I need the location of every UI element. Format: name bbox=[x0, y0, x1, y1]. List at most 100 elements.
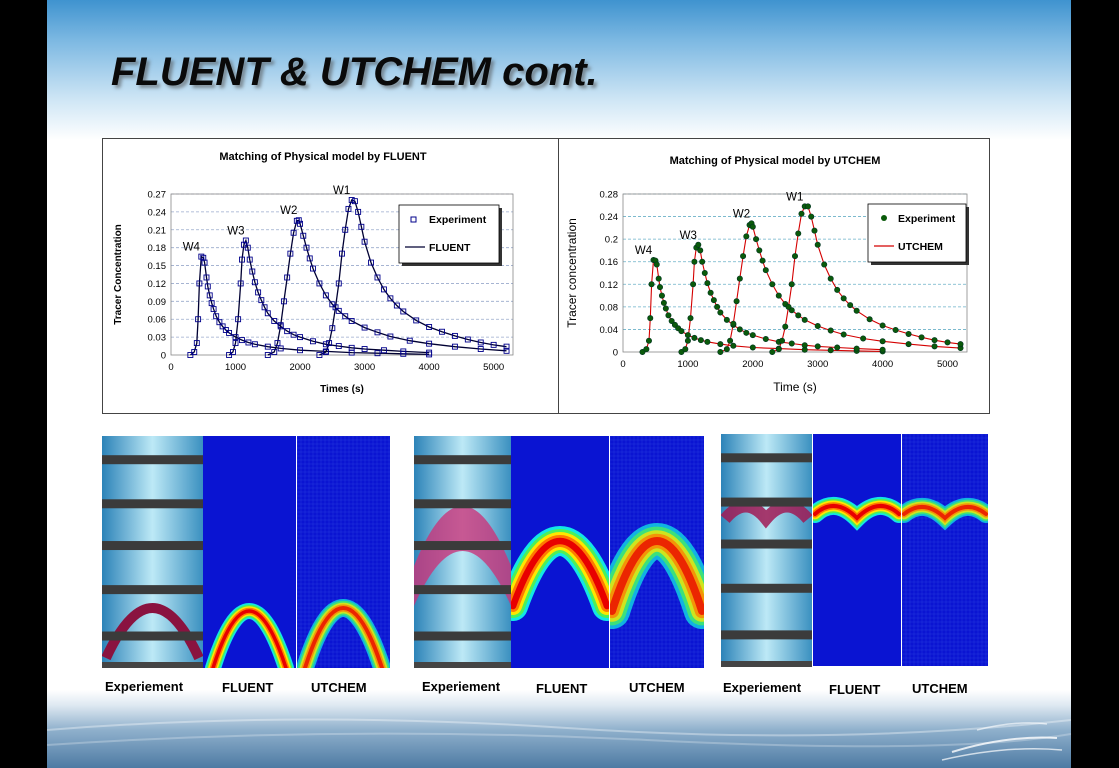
caption-utchem: UTCHEM bbox=[311, 680, 367, 695]
data-point bbox=[792, 253, 799, 260]
data-point bbox=[348, 344, 355, 351]
comparison-panel-2: Experiement FLUENT UTCHEM bbox=[414, 436, 704, 696]
frame-bar bbox=[102, 541, 203, 551]
data-point bbox=[310, 265, 316, 272]
data-point bbox=[762, 336, 769, 343]
x-axis-label: Times (s) bbox=[320, 384, 364, 395]
caption-utchem: UTCHEM bbox=[912, 681, 968, 696]
data-point bbox=[271, 349, 278, 355]
data-point bbox=[206, 292, 213, 299]
data-point bbox=[697, 337, 704, 344]
legend-experiment-label: Experiment bbox=[898, 213, 956, 225]
frame-bar bbox=[721, 539, 812, 549]
frame-bar bbox=[102, 662, 203, 668]
data-point bbox=[287, 250, 294, 257]
legend-model-label: FLUENT bbox=[429, 242, 471, 254]
y-tick-label: 0 bbox=[613, 348, 618, 359]
data-point bbox=[957, 341, 964, 348]
domain-background bbox=[813, 434, 901, 666]
x-axis-label: Time (s) bbox=[773, 380, 817, 394]
data-point bbox=[464, 336, 471, 343]
data-point bbox=[222, 327, 229, 333]
concentration-band bbox=[211, 609, 288, 668]
data-point bbox=[503, 347, 510, 354]
comparison-panel-1: Experiement FLUENT UTCHEM bbox=[102, 436, 392, 696]
data-point bbox=[749, 332, 756, 339]
data-point bbox=[684, 337, 691, 344]
data-point bbox=[380, 286, 387, 293]
data-point bbox=[834, 286, 841, 293]
data-point bbox=[355, 208, 362, 215]
data-point bbox=[198, 253, 205, 260]
caption-experiment: Experiement bbox=[422, 679, 501, 694]
data-point bbox=[300, 232, 307, 239]
frame-bar bbox=[414, 541, 511, 551]
data-point bbox=[727, 337, 734, 344]
data-point bbox=[678, 328, 685, 335]
data-point bbox=[662, 305, 669, 312]
data-point bbox=[931, 337, 938, 344]
data-point bbox=[374, 350, 381, 357]
concentration-band bbox=[610, 537, 704, 615]
legend-experiment-marker bbox=[881, 215, 887, 221]
utchem-chart-svg: Matching of Physical model by UTCHEM 0 0.0… bbox=[565, 155, 969, 394]
data-point bbox=[400, 308, 407, 315]
data-point bbox=[798, 210, 805, 217]
data-point bbox=[426, 324, 433, 330]
concentration-band bbox=[511, 537, 609, 610]
data-point bbox=[290, 331, 297, 338]
peak-label: W2 bbox=[280, 205, 297, 217]
data-point bbox=[271, 318, 278, 324]
data-point bbox=[840, 295, 847, 302]
data-point bbox=[814, 343, 821, 350]
data-point bbox=[239, 256, 245, 263]
data-point bbox=[814, 241, 821, 248]
x-tick-label: 3000 bbox=[354, 362, 375, 373]
y-tick-label: 0.21 bbox=[148, 225, 167, 236]
series-line-W2 bbox=[267, 219, 507, 356]
data-point bbox=[730, 342, 737, 349]
data-point bbox=[730, 320, 737, 327]
data-point bbox=[684, 332, 691, 339]
y-axis-label: Tracer concentration bbox=[565, 218, 579, 328]
plot-area bbox=[622, 193, 968, 353]
data-point bbox=[717, 341, 724, 348]
x-tick-label: 3000 bbox=[807, 359, 828, 370]
fluent-simulation-image bbox=[203, 436, 296, 668]
data-point bbox=[290, 229, 297, 236]
data-point bbox=[717, 309, 724, 316]
data-point bbox=[295, 217, 302, 224]
data-point bbox=[208, 300, 215, 307]
data-point bbox=[665, 312, 672, 319]
data-point bbox=[451, 332, 458, 339]
fluent-chart: Matching of Physical model by FLUENT 0 0.0… bbox=[102, 138, 560, 414]
caption-fluent: FLUENT bbox=[536, 681, 588, 696]
data-point bbox=[216, 319, 223, 326]
data-point bbox=[297, 220, 304, 227]
data-point bbox=[326, 340, 333, 347]
peak-label: W4 bbox=[635, 245, 653, 257]
data-point bbox=[219, 323, 226, 330]
data-point bbox=[759, 257, 766, 264]
y-tick-label: 0.2 bbox=[605, 235, 618, 246]
data-point bbox=[201, 259, 208, 266]
data-point bbox=[361, 238, 368, 245]
data-point bbox=[477, 339, 484, 346]
data-point bbox=[756, 247, 763, 254]
data-point bbox=[335, 307, 342, 314]
data-point bbox=[788, 281, 795, 288]
series-line-W3 bbox=[228, 238, 430, 356]
frame-bar bbox=[721, 583, 812, 593]
x-tick-label: 1000 bbox=[677, 359, 698, 370]
caption-experiment: Experiement bbox=[105, 679, 184, 694]
data-point bbox=[335, 343, 342, 350]
data-point bbox=[643, 346, 650, 353]
experiment-photo bbox=[721, 434, 812, 667]
data-point bbox=[834, 344, 841, 351]
data-point bbox=[801, 316, 808, 323]
data-point bbox=[736, 275, 743, 282]
data-point bbox=[879, 346, 886, 353]
fluent-chart-svg: Matching of Physical model by FLUENT 0 0.0… bbox=[113, 151, 514, 395]
data-point bbox=[691, 258, 698, 265]
frame-bar bbox=[721, 453, 812, 463]
